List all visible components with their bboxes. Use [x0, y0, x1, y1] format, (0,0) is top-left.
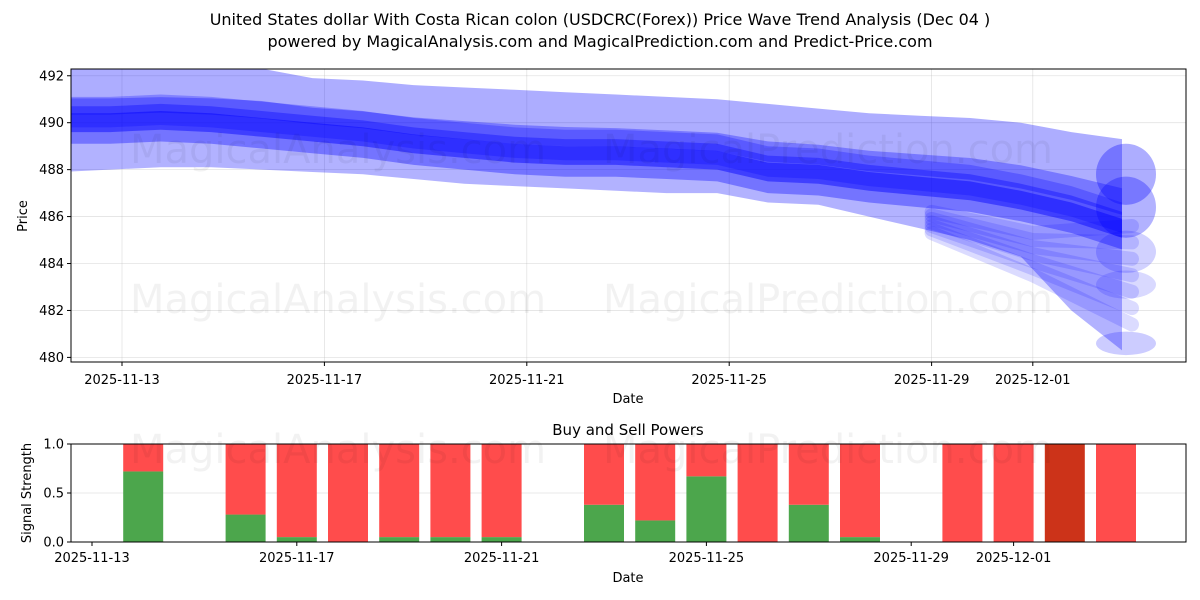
wave-band — [71, 103, 1122, 250]
sub-y-axis: 0.0 0.5 1.0 — [43, 438, 71, 551]
x-axis-label: Date — [612, 392, 643, 407]
sell-bar — [788, 444, 829, 505]
sell-bar — [942, 444, 983, 542]
price-wave-plot: MagicalAnalysis.com MagicalPrediction.co… — [16, 68, 1187, 407]
wave-cap — [1096, 143, 1156, 205]
buy-bar — [686, 476, 727, 542]
y-axis: 480 482 484 486 488 490 492 — [39, 69, 71, 366]
chart-title: United States dollar With Costa Rican co… — [209, 10, 991, 29]
wave-fan — [924, 222, 1139, 316]
sell-bar — [1044, 444, 1085, 542]
y-tick-label: 0.0 — [43, 536, 64, 551]
y-tick-label: 486 — [39, 210, 64, 225]
sub-y-axis-label: Signal Strength — [20, 443, 35, 543]
wave-cap — [1096, 230, 1156, 273]
sub-x-axis: 2025-11-13 2025-11-17 2025-11-21 2025-11-25… — [54, 542, 1051, 566]
sub-x-axis-label: Date — [612, 571, 643, 586]
x-tick-label: 2025-11-17 — [259, 551, 335, 566]
buy-bar — [225, 514, 266, 542]
sell-bar — [430, 444, 471, 538]
sell-bar — [584, 444, 624, 505]
buy-bar — [584, 504, 624, 542]
sell-bar — [686, 444, 727, 477]
wave-cap — [1096, 270, 1156, 299]
y-tick-label: 1.0 — [43, 438, 64, 453]
chart-subtitle: powered by MagicalAnalysis.com and Magic… — [267, 32, 933, 51]
y-tick-label: 480 — [39, 351, 64, 366]
sell-bar — [1096, 444, 1136, 542]
sell-bar — [840, 444, 880, 538]
x-tick-label: 2025-11-17 — [287, 373, 363, 388]
x-tick-label: 2025-11-29 — [873, 551, 949, 566]
main-grid — [71, 69, 1186, 362]
main-axes-frame — [70, 68, 1187, 363]
buy-bar — [788, 504, 829, 542]
y-tick-label: 484 — [39, 257, 64, 272]
buy-bar — [635, 520, 676, 542]
y-tick-label: 482 — [39, 304, 64, 319]
y-tick-label: 492 — [39, 69, 64, 84]
sell-bar — [379, 444, 420, 538]
y-tick-label: 490 — [39, 116, 64, 131]
wave-band — [71, 97, 1122, 351]
wave-band — [71, 69, 1122, 215]
sell-bar — [328, 444, 368, 542]
x-tick-label: 2025-11-13 — [84, 373, 160, 388]
wave-fan — [924, 204, 1139, 241]
x-tick-label: 2025-11-21 — [464, 551, 540, 566]
price-waves — [71, 69, 1156, 356]
y-tick-label: 0.5 — [43, 487, 64, 502]
wave-fan — [924, 208, 1139, 250]
wave-fan — [924, 226, 1139, 332]
wave-band — [71, 111, 1122, 238]
x-tick-label: 2025-12-01 — [976, 551, 1052, 566]
wave-fan — [924, 218, 1139, 299]
y-tick-label: 488 — [39, 163, 64, 178]
buy-bar — [840, 537, 880, 542]
x-tick-label: 2025-11-21 — [489, 373, 565, 388]
sell-bar — [123, 444, 164, 472]
buy-bar — [481, 537, 522, 542]
buy-bar — [430, 537, 471, 542]
buy-sell-bars — [123, 444, 1136, 542]
buy-bar — [123, 471, 164, 542]
buy-bar — [276, 537, 317, 542]
watermark: MagicalPrediction.com — [603, 277, 1053, 323]
x-tick-label: 2025-11-13 — [54, 551, 130, 566]
sell-bar — [737, 444, 778, 542]
x-tick-label: 2025-11-25 — [691, 373, 767, 388]
wave-fan — [924, 211, 1139, 266]
watermark: MagicalPrediction.com — [603, 427, 1053, 473]
sell-bar — [635, 444, 676, 521]
buy-sell-plot: Buy and Sell Powers MagicalAnalysis.com … — [20, 421, 1187, 586]
y-axis-label: Price — [16, 200, 31, 232]
wave-fan — [924, 215, 1139, 283]
sell-bar — [276, 444, 317, 538]
x-axis: 2025-11-13 2025-11-17 2025-11-21 2025-11-25… — [84, 362, 1071, 388]
sell-bar — [993, 444, 1034, 542]
wave-band — [71, 94, 1122, 233]
watermark: MagicalPrediction.com — [603, 127, 1053, 173]
wave-cap — [1096, 331, 1156, 356]
x-tick-label: 2025-12-01 — [995, 373, 1071, 388]
sell-bar — [481, 444, 522, 538]
sell-bar — [225, 444, 266, 515]
watermark: MagicalAnalysis.com — [130, 127, 546, 173]
watermark: MagicalAnalysis.com — [130, 427, 546, 473]
x-tick-label: 2025-11-29 — [894, 373, 970, 388]
subplot-title: Buy and Sell Powers — [552, 421, 704, 439]
watermark: MagicalAnalysis.com — [130, 277, 546, 323]
buy-bar — [379, 537, 420, 542]
wave-cap — [1096, 176, 1156, 238]
x-tick-label: 2025-11-25 — [669, 551, 745, 566]
